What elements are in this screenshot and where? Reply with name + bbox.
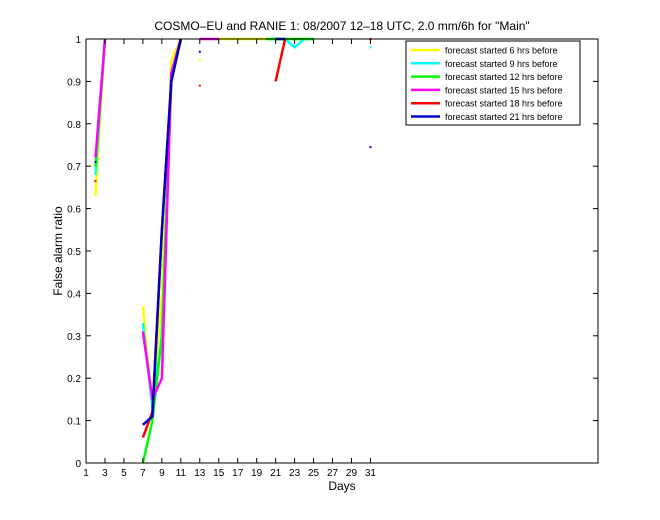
series-point: [198, 84, 201, 87]
chart-title: COSMO–EU and RANIE 1: 08/2007 12–18 UTC,…: [154, 19, 529, 33]
legend-label: forecast started 21 hrs before: [445, 112, 563, 122]
series-point: [94, 160, 97, 163]
series-point: [198, 50, 201, 53]
x-tick-label: 11: [176, 468, 187, 479]
y-tick-label: 0.1: [67, 417, 81, 428]
ticks-layer: 1 3 5 7 9 11 13 15 17 19 21 23 25 27 29 3100.10.20.30.4…: [67, 35, 598, 479]
x-tick-label: 13: [194, 468, 206, 479]
y-tick-label: 0.3: [67, 332, 81, 343]
x-tick-label: 17: [232, 468, 244, 479]
x-tick-label: 3: [102, 468, 108, 479]
legend-label: forecast started 12 hrs before: [445, 72, 563, 82]
x-tick-label: 1: [83, 468, 89, 479]
series-line: [274, 38, 287, 82]
series-line: [94, 38, 107, 158]
y-axis-label: False alarm ratio: [51, 206, 65, 296]
series-point: [369, 146, 372, 149]
legend-label: forecast started 15 hrs before: [445, 85, 563, 95]
x-tick-label: 31: [365, 468, 377, 479]
y-tick-label: 0.9: [67, 77, 81, 88]
y-tick-label: 0.5: [67, 247, 81, 258]
legend-label: forecast started 9 hrs before: [445, 59, 558, 69]
x-tick-label: 19: [251, 468, 263, 479]
y-tick-label: 0.6: [67, 205, 81, 216]
y-tick-label: 1: [75, 35, 81, 46]
legend-label: forecast started 18 hrs before: [445, 99, 563, 109]
y-tick-label: 0.2: [67, 374, 81, 385]
x-tick-label: 27: [327, 468, 339, 479]
x-tick-label: 15: [213, 468, 225, 479]
x-tick-label: 9: [159, 468, 165, 479]
legend-label: forecast started 6 hrs before: [445, 46, 558, 56]
legend: forecast started 6 hrs before forecast st…: [405, 40, 581, 126]
x-tick-label: 29: [346, 468, 358, 479]
series-point: [198, 59, 201, 62]
series-point: [94, 180, 97, 183]
x-tick-label: 7: [140, 468, 146, 479]
series-point: [369, 46, 372, 49]
y-tick-label: 0.7: [67, 162, 81, 173]
y-tick-label: 0.8: [67, 120, 81, 131]
series-line: [142, 38, 183, 426]
x-tick-label: 5: [121, 468, 127, 479]
x-axis-label: Days: [328, 479, 355, 493]
y-tick-label: 0.4: [67, 289, 81, 300]
y-tick-label: 0: [75, 459, 81, 470]
x-tick-label: 21: [270, 468, 282, 479]
x-tick-label: 25: [308, 468, 320, 479]
x-tick-label: 23: [289, 468, 301, 479]
legend-box: [405, 40, 581, 126]
